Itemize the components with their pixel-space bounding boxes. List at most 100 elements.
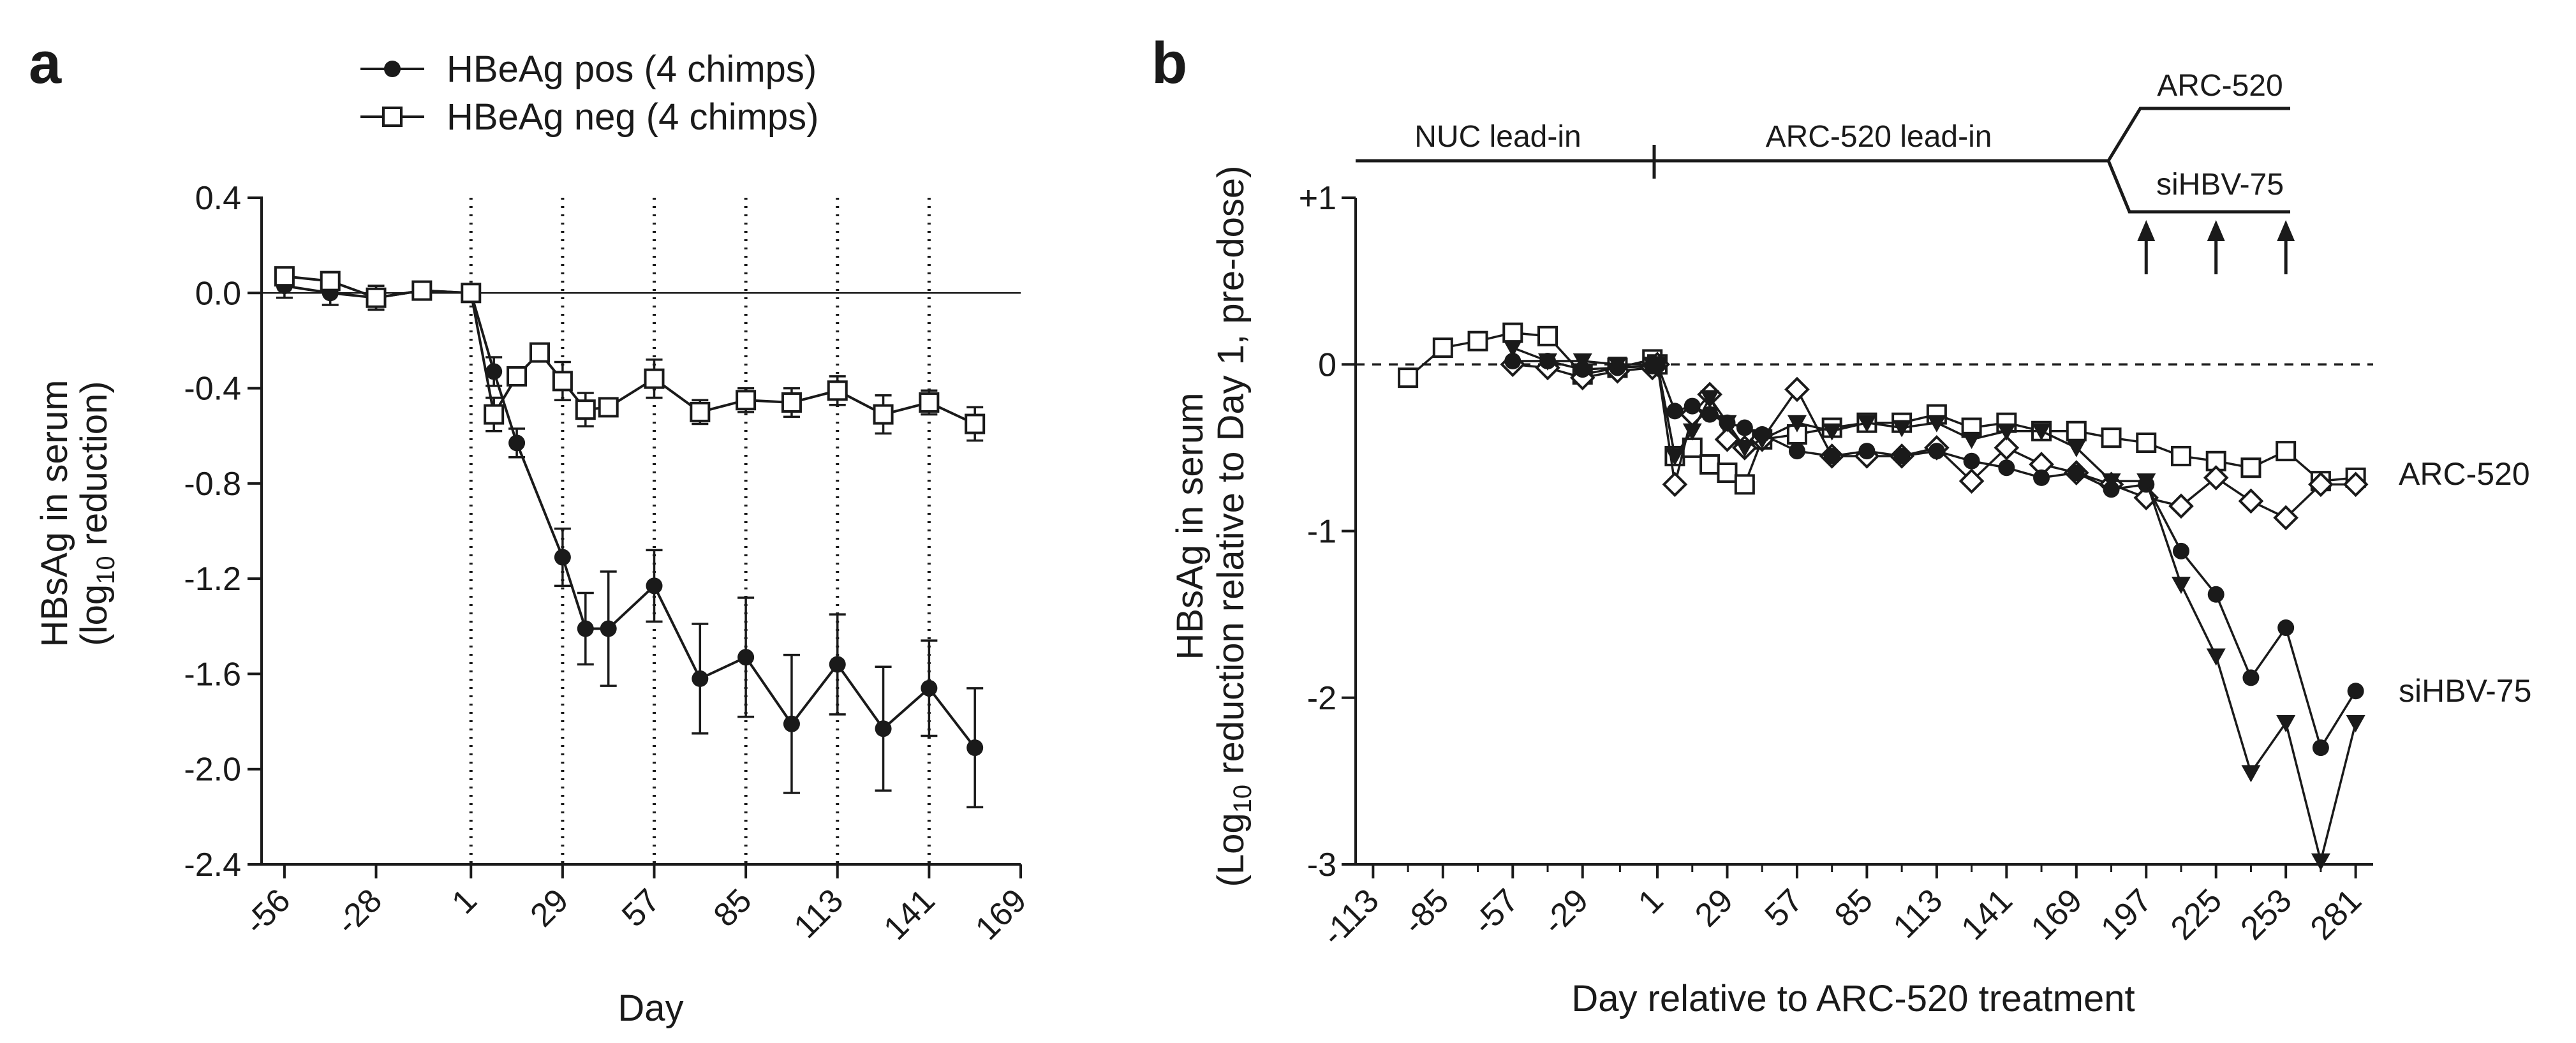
panel-b-y-tick-label-0: +1 xyxy=(1299,180,1336,217)
panel-b-s0-point-24 xyxy=(2101,427,2122,448)
panel-b-s2-point-6 xyxy=(1666,403,1684,420)
legend-marker-open-square xyxy=(382,107,403,127)
panel-b-s3-point-6 xyxy=(1665,448,1685,466)
panel-a-x-axis-title: Day xyxy=(618,988,683,1029)
panel-b-x-tick-label-7: 85 xyxy=(1828,882,1880,934)
panel-b-s3-point-21 xyxy=(2101,473,2121,491)
panel-b-s2-point-25 xyxy=(2242,669,2260,686)
panel-a-s1-point-3 xyxy=(411,280,433,301)
timeline-label-arc520: ARC-520 xyxy=(2157,69,2283,103)
panel-b-s3-point-17 xyxy=(1962,431,1981,449)
panel-b-dose-arrow-icon-1 xyxy=(2207,220,2225,241)
panel-b-series-label-arc520: ARC-520 xyxy=(2399,456,2530,492)
panel-b: b NUC lead-in ARC-520 lead-in ARC-520 si… xyxy=(1151,31,2531,1019)
panel-a-x-tick-label-5: 85 xyxy=(707,882,759,934)
panel-b-s2-point-18 xyxy=(1998,459,2015,477)
panel-b-s2-point-8 xyxy=(1701,406,1719,423)
panel-b-s0-point-23 xyxy=(2066,420,2087,441)
panel-b-s0-point-26 xyxy=(2170,445,2191,466)
panel-b-s1-point-12 xyxy=(1784,376,1810,403)
panel-a-x-tick-label-0: -56 xyxy=(237,882,297,942)
panel-a-s1-point-1 xyxy=(320,270,341,292)
panel-a-y-tick-label-3: -0.8 xyxy=(184,466,241,503)
panel-b-s0-point-25 xyxy=(2136,433,2157,454)
timeline-branch-arc520 xyxy=(2106,107,2290,162)
panel-b-x-tick-label-9: 141 xyxy=(1954,882,2019,947)
panel-a-legend: HBeAg pos (4 chimps) HBeAg neg (4 chimps… xyxy=(360,48,818,138)
panel-b-dose-arrow-icon-2 xyxy=(2277,220,2295,241)
timeline-branch-sihbv75 xyxy=(2106,160,2290,214)
panel-a-letter: a xyxy=(29,31,62,96)
panel-a-x-tick-label-4: 57 xyxy=(615,882,667,934)
panel-b-y-tick-label-4: -3 xyxy=(1307,847,1336,884)
panel-b-x-tick-label-10: 169 xyxy=(2024,882,2089,947)
panel-b-dose-arrows xyxy=(2137,220,2295,274)
panel-b-s2-point-19 xyxy=(2033,469,2050,486)
panel-a-s1-point-4 xyxy=(461,283,482,304)
panel-b-s1-point-26 xyxy=(2273,505,2299,531)
panel-a-s1-point-12 xyxy=(690,401,711,422)
panel-b-s3-point-10 xyxy=(1735,440,1754,457)
timeline-label-sihbv75: siHBV-75 xyxy=(2156,168,2284,202)
panel-b-s1-point-24 xyxy=(2203,465,2229,491)
panel-a-s1-point-13 xyxy=(736,390,757,411)
panel-a-x-tick-label-7: 141 xyxy=(877,882,942,947)
panel-b-s1-point-18 xyxy=(1994,435,2020,461)
panel-a-s1-point-11 xyxy=(644,368,665,389)
panel-a-y-tick-label-0: 0.4 xyxy=(195,180,241,217)
panel-b-s2-point-28 xyxy=(2347,683,2364,700)
panel-b-s2-point-23 xyxy=(2172,542,2189,559)
panel-b-s2-point-0 xyxy=(1504,353,1521,370)
panel-b-s3-point-25 xyxy=(2241,765,2261,783)
panel-b-s3-point-22 xyxy=(2136,473,2156,491)
panel-b-x-tick-label-11: 197 xyxy=(2094,882,2159,947)
panel-a-s1-point-7 xyxy=(529,342,550,363)
panel-a-s0-point-9 xyxy=(600,620,617,637)
panel-b-s2-point-26 xyxy=(2277,619,2295,637)
panel-b-timeline: NUC lead-in ARC-520 lead-in ARC-520 siHB… xyxy=(1356,69,2290,214)
panel-b-axes: +1 0 -1 -2 -3-113 -85 -57 -29 1 29 57 85 113 141 169 19… xyxy=(1299,180,2373,953)
panel-b-s3-point-15 xyxy=(1892,420,1912,438)
panel-a-y-tick-label-6: -2.0 xyxy=(184,751,241,788)
panel-a-series xyxy=(274,266,986,809)
panel-b-s2-point-17 xyxy=(1963,452,1980,470)
panel-b-s0-point-11 xyxy=(1699,454,1721,475)
panel-b-s1-point-9 xyxy=(1714,426,1740,452)
legend-label-pos: HBeAg pos (4 chimps) xyxy=(447,48,817,90)
panel-b-s3-point-5 xyxy=(1648,357,1668,374)
panel-b-s0-point-29 xyxy=(2276,441,2297,462)
panel-b-series-label-sihbv75: siHBV-75 xyxy=(2399,673,2531,709)
panel-a-y-tick-label-1: 0.0 xyxy=(195,275,241,312)
panel-a-s1-point-2 xyxy=(366,287,387,308)
panel-b-s3-point-0 xyxy=(1503,340,1523,358)
panel-a-s1-point-14 xyxy=(781,392,802,413)
panel-a-s0-point-11 xyxy=(692,670,709,687)
panel-b-y-axis-title: HBsAg in serum (Log10 reduction relative… xyxy=(1169,166,1257,887)
panel-b-s2-point-24 xyxy=(2207,586,2224,603)
panel-a-s0-point-10 xyxy=(646,577,663,595)
panel-a-x-tick-label-1: -28 xyxy=(329,882,389,942)
panel-b-s3-point-12 xyxy=(1787,415,1807,433)
legend-marker-filled-circle xyxy=(384,61,401,77)
panel-b-s0-point-12 xyxy=(1717,462,1738,484)
panel-b-s1-point-17 xyxy=(1958,468,1985,494)
panel-a-y-tick-label-7: -2.4 xyxy=(184,847,241,884)
panel-b-s0-point-28 xyxy=(2240,457,2261,478)
panel-b-s2-point-14 xyxy=(1858,443,1876,460)
panel-b-x-tick-label-4: 1 xyxy=(1631,882,1670,921)
panel-b-s2-point-7 xyxy=(1684,397,1701,415)
panel-a-y-title-line2: (log10 reduction) xyxy=(73,381,120,646)
panel-a-s1-point-17 xyxy=(919,392,940,413)
panel-b-s3-point-24 xyxy=(2206,648,2226,666)
panel-a-series-line-0 xyxy=(284,285,976,749)
panel-a-y-title-line1: HBsAg in serum xyxy=(34,380,75,647)
panel-b-s3-point-11 xyxy=(1752,431,1772,449)
panel-b-series xyxy=(1398,322,2369,871)
panel-a-s0-point-7 xyxy=(554,549,571,566)
panel-b-s3-point-16 xyxy=(1927,415,1946,433)
panel-b-x-tick-label-13: 253 xyxy=(2233,882,2298,947)
panel-b-letter: b xyxy=(1151,31,1187,96)
panel-b-s3-point-2 xyxy=(1573,353,1592,371)
panel-b-s1-point-28 xyxy=(2343,471,2369,498)
